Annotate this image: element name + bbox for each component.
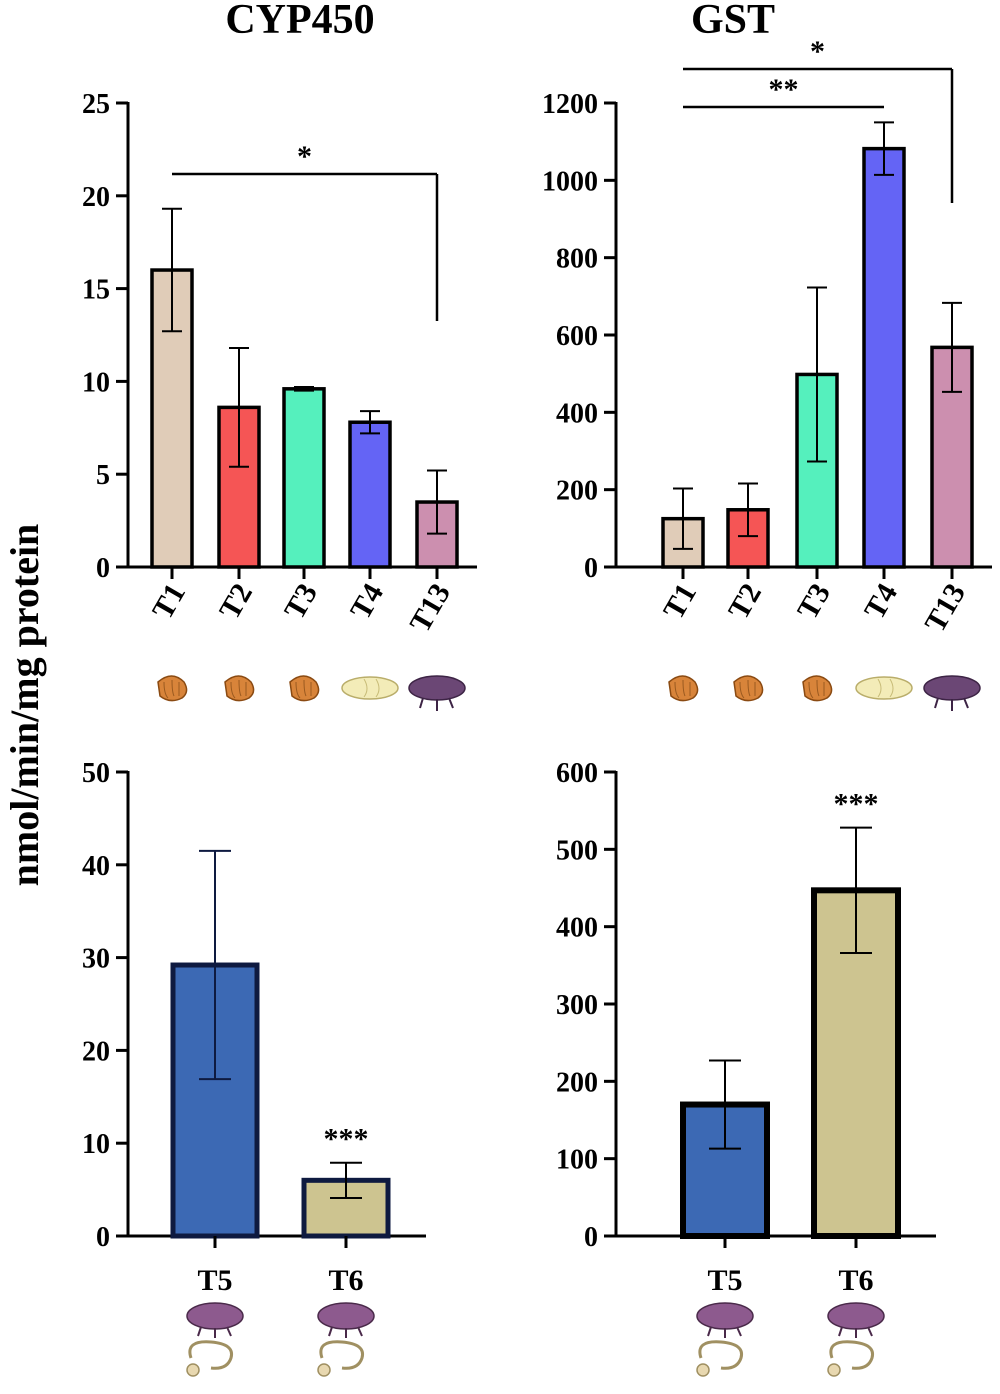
beetle-legs — [707, 1326, 742, 1338]
x-tick-label-t3: T3 — [278, 578, 324, 625]
significance-label: *** — [324, 1123, 369, 1156]
y-tick-label: 500 — [556, 835, 598, 866]
y-tick-label: 0 — [584, 1222, 598, 1253]
y-tick-label: 200 — [556, 1067, 598, 1098]
pupa-icon — [341, 676, 399, 700]
y-tick-label: 600 — [556, 758, 598, 789]
larva-segments — [230, 679, 247, 699]
y-tick-label: 25 — [82, 89, 110, 120]
x-tick-label-t13: T13 — [918, 578, 972, 638]
x-tick-label-t6: T6 — [838, 1264, 873, 1297]
x-tick-label-t1: T1 — [146, 578, 192, 625]
larva-segments — [674, 679, 691, 699]
y-tick-label: 0 — [584, 553, 598, 584]
significance-label: *** — [834, 788, 879, 821]
beetle-icon — [696, 1302, 754, 1330]
bar-t4 — [862, 146, 906, 569]
beetle-legs — [197, 1326, 232, 1338]
beetle-legs — [328, 1326, 363, 1338]
y-tick-label: 800 — [556, 244, 598, 275]
larva-segments — [295, 679, 312, 699]
y-tick-label: 15 — [82, 275, 110, 306]
y-tick-label: 200 — [556, 476, 598, 507]
x-tick-label-t5: T5 — [197, 1264, 232, 1297]
x-tick-label-t2: T2 — [213, 578, 259, 625]
title-gst: GST — [691, 0, 775, 43]
larva-segments — [739, 679, 756, 699]
beetle-legs — [934, 697, 969, 711]
bar-t4 — [348, 420, 392, 569]
y-tick-label: 400 — [556, 398, 598, 429]
x-tick-label-t13: T13 — [403, 578, 457, 638]
y-tick-label: 20 — [82, 1036, 110, 1067]
gut-icon — [698, 1340, 744, 1370]
gut-bulb — [186, 1363, 200, 1377]
beetle-icon — [923, 675, 981, 701]
x-tick-label-t4: T4 — [344, 578, 390, 625]
y-tick-label: 10 — [82, 367, 110, 398]
beetle-icon — [317, 1302, 375, 1330]
y-tick-label: 20 — [82, 182, 110, 213]
larva-segments — [808, 679, 825, 699]
y-axis-label: nmol/min/mg protein — [2, 524, 47, 887]
y-tick-label: 10 — [82, 1129, 110, 1160]
larva-segments — [163, 679, 180, 699]
x-tick-label-t3: T3 — [791, 578, 837, 625]
bar-t3 — [282, 387, 326, 569]
y-tick-label: 30 — [82, 944, 110, 975]
y-tick-label: 1000 — [542, 166, 598, 197]
gut-icon — [319, 1340, 365, 1370]
x-tick-label-t5: T5 — [707, 1264, 742, 1297]
gut-icon — [829, 1340, 875, 1370]
gut-bulb — [696, 1363, 710, 1377]
title-cyp450: CYP450 — [225, 0, 374, 43]
beetle-legs — [419, 697, 454, 711]
beetle-legs — [838, 1326, 873, 1338]
y-tick-label: 5 — [96, 460, 110, 491]
beetle-icon — [827, 1302, 885, 1330]
y-tick-label: 300 — [556, 990, 598, 1021]
chart-cyp_bottom: 0 10 20 30 40 50 T5 T6 *** — [82, 758, 426, 1377]
pupa-icon — [855, 676, 913, 700]
beetle-icon — [186, 1302, 244, 1330]
significance-label: * — [297, 140, 312, 173]
y-tick-label: 0 — [96, 553, 110, 584]
y-tick-label: 0 — [96, 1222, 110, 1253]
gut-icon — [188, 1340, 234, 1370]
y-tick-label: 50 — [82, 758, 110, 789]
pupa-segments — [363, 678, 380, 698]
x-tick-label-t4: T4 — [858, 578, 904, 625]
significance-label: ** — [769, 73, 799, 106]
gut-bulb — [827, 1363, 841, 1377]
y-tick-label: 40 — [82, 851, 110, 882]
x-tick-label-t1: T1 — [657, 578, 703, 625]
chart-cyp_top: 0 5 10 15 20 25 T1 T2 T3 T4 T13 * — [82, 89, 477, 711]
x-tick-label-t2: T2 — [722, 578, 768, 625]
y-tick-label: 400 — [556, 913, 598, 944]
y-tick-label: 1200 — [542, 89, 598, 120]
pupa-segments — [877, 678, 894, 698]
y-tick-label: 100 — [556, 1145, 598, 1176]
significance-label: * — [810, 35, 825, 68]
beetle-icon — [408, 675, 466, 701]
gut-bulb — [317, 1363, 331, 1377]
y-tick-label: 600 — [556, 321, 598, 352]
x-tick-label-t6: T6 — [328, 1264, 363, 1297]
chart-gst_bottom: 0 100 200 300 400 500 600 T5 T6 *** — [556, 758, 936, 1377]
